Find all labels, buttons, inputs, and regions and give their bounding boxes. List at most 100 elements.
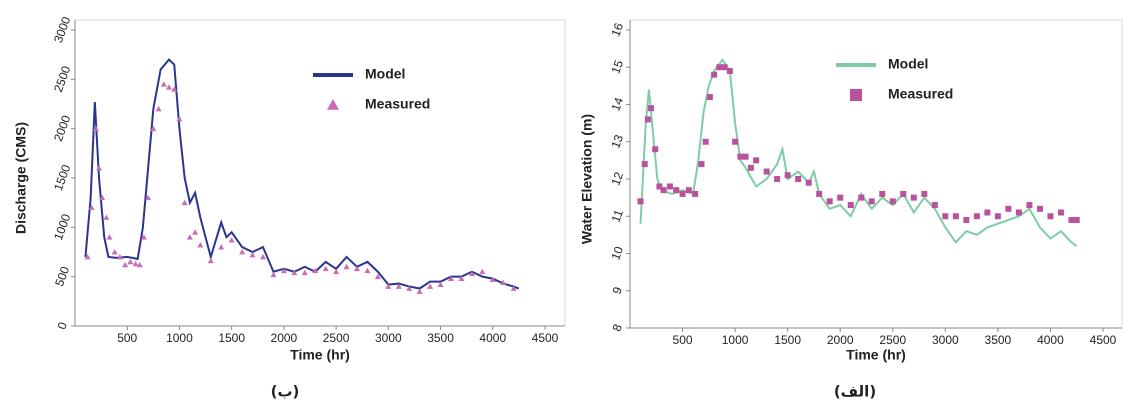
marker <box>1073 216 1080 223</box>
x-tick-label: 3500 <box>985 333 1012 347</box>
marker <box>489 276 496 283</box>
marker <box>103 214 110 220</box>
marker <box>448 275 454 282</box>
marker <box>1057 209 1064 216</box>
marker <box>742 153 749 160</box>
marker <box>270 271 277 278</box>
marker <box>106 234 113 240</box>
caption: (ب) <box>271 383 300 401</box>
marker <box>747 164 754 171</box>
marker <box>900 190 907 197</box>
marker <box>1036 205 1043 212</box>
marker <box>150 125 157 132</box>
x-tick-label: 1000 <box>722 333 749 347</box>
x-tick-label: 500 <box>117 331 137 345</box>
y-tick-label: 2500 <box>51 64 73 94</box>
marker <box>192 229 199 235</box>
marker <box>1047 213 1054 220</box>
x-tick-label: 500 <box>673 333 693 347</box>
y-tick-label: 1000 <box>51 212 73 242</box>
marker <box>385 283 392 289</box>
marker <box>116 253 123 260</box>
x-tick-label: 2500 <box>323 331 350 345</box>
marker <box>155 105 162 112</box>
marker <box>816 190 823 197</box>
marker <box>260 253 266 260</box>
marker <box>186 234 193 240</box>
marker <box>88 204 95 210</box>
marker <box>868 198 875 205</box>
marker <box>228 237 235 243</box>
marker <box>395 283 402 289</box>
y-tick-label: 2000 <box>51 113 73 143</box>
marker <box>753 157 760 164</box>
marker <box>737 153 744 160</box>
marker <box>994 213 1001 220</box>
marker <box>197 242 204 248</box>
marker <box>910 194 917 201</box>
x-tick-label: 2500 <box>879 333 906 347</box>
marker <box>685 187 692 194</box>
x-tick-label: 2000 <box>827 333 854 347</box>
marker <box>858 194 865 201</box>
marker <box>973 213 980 220</box>
marker <box>479 268 486 275</box>
marker <box>879 190 886 197</box>
marker <box>732 138 739 145</box>
marker <box>171 86 178 92</box>
legend-label: Model <box>365 66 405 82</box>
marker <box>648 105 655 112</box>
legend-label: Measured <box>365 96 430 112</box>
marker <box>921 190 928 197</box>
marker <box>354 265 360 272</box>
marker <box>301 269 308 276</box>
marker <box>679 190 686 197</box>
y-axis-label: Water Elevation (m) <box>579 114 595 244</box>
x-axis-label: Time (hr) <box>290 347 350 363</box>
marker <box>343 263 350 270</box>
marker <box>721 64 728 71</box>
marker <box>698 161 705 168</box>
x-tick-label: 2000 <box>271 331 298 345</box>
marker <box>312 267 319 274</box>
marker <box>637 198 644 205</box>
marker <box>207 257 214 264</box>
caption: (الف) <box>834 383 876 401</box>
marker <box>374 273 381 280</box>
marker <box>660 187 667 194</box>
marker <box>889 198 896 205</box>
marker <box>160 81 167 87</box>
marker <box>280 267 287 274</box>
marker <box>805 179 812 186</box>
marker <box>774 176 781 182</box>
marker <box>132 260 139 267</box>
x-tick-label: 1500 <box>774 333 801 347</box>
x-tick-label: 4500 <box>1090 333 1117 347</box>
x-tick-label: 3500 <box>427 331 454 345</box>
marker <box>427 283 434 289</box>
marker <box>673 187 680 194</box>
marker <box>218 244 225 250</box>
y-tick-label: 0 <box>55 320 71 331</box>
marker <box>458 275 465 282</box>
x-tick-label: 3000 <box>375 331 402 345</box>
marker <box>706 94 713 101</box>
marker <box>99 194 106 201</box>
marker <box>333 268 340 275</box>
legend-swatch <box>850 89 862 101</box>
marker <box>92 125 99 132</box>
marker <box>84 253 91 260</box>
marker <box>952 213 959 220</box>
y-tick-label: 16 <box>608 21 626 39</box>
marker <box>726 67 733 74</box>
y-tick-label: 15 <box>608 58 626 76</box>
marker <box>763 168 770 175</box>
y-tick-label: 10 <box>608 244 626 262</box>
y-tick-label: 11 <box>609 207 627 224</box>
model-line <box>639 58 1078 247</box>
marker <box>702 138 709 145</box>
marker <box>837 194 844 201</box>
x-tick-label: 3000 <box>932 333 959 347</box>
y-tick-label: 13 <box>608 133 626 151</box>
